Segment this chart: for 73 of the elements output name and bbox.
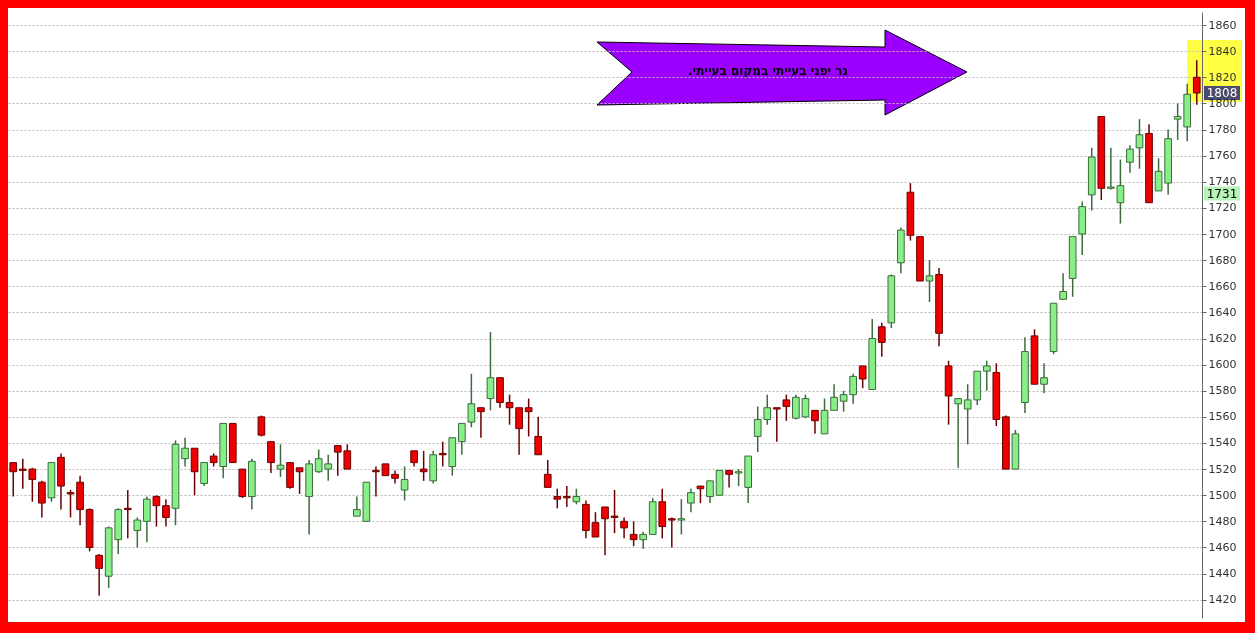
y-tick-label: 1700 (1208, 227, 1237, 241)
candlestick (677, 498, 686, 536)
candlestick (123, 489, 132, 540)
y-tick-label: 1740 (1208, 175, 1237, 189)
candlestick (562, 485, 571, 508)
candlestick (982, 359, 991, 392)
y-tick-label: 1820 (1208, 70, 1237, 84)
candlestick (772, 406, 781, 443)
annotation: נר יפני בעייתי במקום בעייתי. (687, 64, 849, 78)
y-tick-label: 1600 (1208, 358, 1237, 372)
candlestick (725, 469, 733, 489)
candlestick (438, 440, 447, 468)
candlestick (858, 365, 867, 389)
candlestick (687, 487, 695, 513)
candlestick (782, 393, 791, 422)
candlestick (1059, 272, 1067, 301)
candlestick (162, 498, 170, 528)
candlestick (152, 494, 161, 528)
annotation: 1731 (1206, 186, 1238, 201)
candlestick (877, 322, 886, 358)
candlestick (419, 450, 428, 482)
candlestick (95, 553, 103, 597)
candlestick (601, 506, 609, 557)
y-tick-label: 1440 (1208, 567, 1237, 581)
y-tick-label: 1520 (1208, 462, 1237, 476)
y-tick-label: 1620 (1208, 332, 1237, 346)
y-tick-label: 1840 (1208, 44, 1237, 58)
candlestick (133, 516, 142, 549)
y-tick-label: 1460 (1208, 540, 1237, 554)
candlestick (610, 489, 619, 534)
candlestick (629, 520, 638, 547)
y-tick-label: 1480 (1208, 514, 1237, 528)
y-tick-label: 1580 (1208, 384, 1237, 398)
candlestick (143, 495, 151, 543)
candlestick (477, 406, 485, 439)
candlestick (486, 331, 495, 412)
candlestick (811, 409, 819, 435)
candlestick (667, 516, 676, 549)
y-tick-label: 1540 (1208, 436, 1237, 450)
candlestick (400, 465, 409, 502)
y-tick-label: 1860 (1208, 18, 1237, 32)
candlestick (925, 259, 934, 303)
candlestick (1192, 59, 1201, 106)
candlestick (553, 487, 562, 510)
candlestick (200, 461, 208, 487)
y-tick-label: 1780 (1208, 123, 1237, 137)
candlestick (467, 373, 476, 429)
candlestick (9, 461, 18, 498)
candlestick (1040, 362, 1048, 395)
y-tick-label: 1500 (1208, 488, 1237, 502)
candlestick (457, 422, 466, 456)
y-tick-label: 1760 (1208, 149, 1237, 163)
candlestick (543, 459, 552, 489)
y-tick-label: 1640 (1208, 305, 1237, 319)
candlestick (1135, 118, 1144, 170)
candlestick (620, 516, 628, 540)
y-tick-label: 1680 (1208, 253, 1237, 267)
candlestick (534, 416, 543, 456)
candlestick (190, 447, 199, 496)
y-tick-label: 1560 (1208, 410, 1237, 424)
candlestick (181, 437, 189, 468)
candlestick (267, 440, 275, 474)
candlestick (276, 443, 285, 478)
candlestick (706, 480, 714, 504)
candlestick (295, 467, 304, 495)
candlestick (524, 397, 533, 438)
y-tick-label: 1420 (1208, 593, 1237, 607)
candlestick (38, 480, 46, 519)
y-tick-label: 1720 (1208, 201, 1237, 215)
candlestick (1126, 144, 1134, 174)
candlestick (954, 397, 962, 469)
y-tick-label: 1660 (1208, 279, 1237, 293)
annotation: 1808 (1206, 85, 1238, 100)
